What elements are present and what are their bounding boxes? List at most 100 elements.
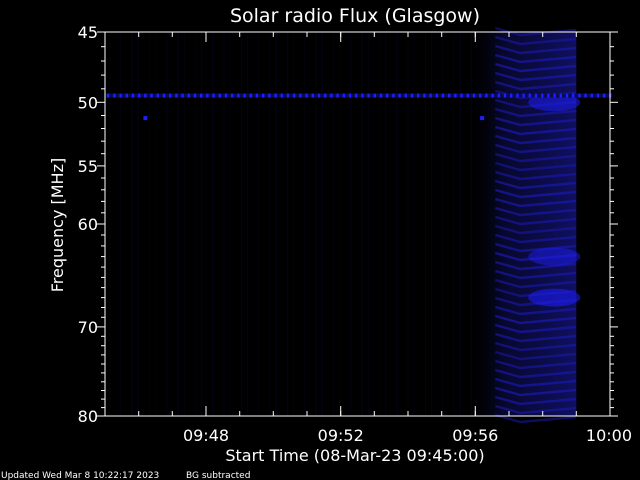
burst-streak bbox=[494, 413, 577, 424]
background-streak bbox=[131, 32, 133, 416]
rfi-dot bbox=[150, 93, 153, 98]
rfi-dot bbox=[144, 93, 147, 98]
background-streak bbox=[413, 32, 415, 416]
burst-streak bbox=[494, 251, 577, 262]
burst-streak bbox=[494, 71, 577, 82]
rfi-dot bbox=[324, 93, 327, 98]
rfi-dot bbox=[355, 93, 358, 98]
rfi-dot bbox=[305, 93, 308, 98]
rfi-dot bbox=[386, 93, 389, 98]
burst-patch bbox=[528, 288, 581, 307]
background-streak bbox=[177, 32, 179, 416]
burst-streak bbox=[494, 386, 577, 397]
background-streak bbox=[229, 32, 231, 416]
burst-streak bbox=[494, 62, 577, 73]
rfi-dot bbox=[193, 93, 197, 98]
rfi-dot bbox=[200, 93, 203, 98]
rfi-dot bbox=[317, 93, 321, 98]
rfi-dot bbox=[491, 93, 494, 98]
burst-streak bbox=[494, 278, 577, 289]
rfi-dot bbox=[528, 93, 531, 98]
rfi-dot bbox=[435, 93, 438, 98]
background-streak bbox=[201, 32, 203, 416]
rfi-dot bbox=[113, 93, 116, 98]
background-streak bbox=[148, 32, 150, 416]
rfi-dot bbox=[206, 93, 209, 98]
background-streak bbox=[166, 32, 168, 416]
burst-streak bbox=[494, 116, 577, 127]
rfi-dot bbox=[516, 93, 519, 98]
rfi-dot bbox=[274, 93, 277, 98]
rfi-dot bbox=[522, 93, 525, 98]
burst-patch bbox=[528, 247, 581, 266]
burst-streak bbox=[494, 161, 577, 172]
burst-streak bbox=[494, 152, 577, 163]
burst-streak bbox=[494, 242, 577, 253]
rfi-band-base bbox=[105, 93, 610, 98]
rfi-dot bbox=[286, 93, 290, 98]
y-tick-label: 70 bbox=[78, 318, 98, 337]
burst-streak bbox=[494, 53, 577, 64]
rfi-dot bbox=[379, 93, 383, 98]
y-tick-label: 60 bbox=[78, 215, 98, 234]
x-axis-label: Start Time (08-Mar-23 09:45:00) bbox=[225, 446, 484, 465]
burst-streak bbox=[494, 179, 577, 190]
rfi-dot bbox=[119, 93, 122, 98]
rfi-dot bbox=[454, 93, 457, 98]
rfi-dot bbox=[510, 93, 513, 98]
background-streak bbox=[315, 32, 317, 416]
rfi-dot bbox=[559, 93, 562, 98]
burst-streak bbox=[494, 143, 577, 154]
y-tick-label: 50 bbox=[78, 93, 98, 112]
background-streak bbox=[293, 32, 295, 416]
burst-streak bbox=[494, 260, 577, 271]
rfi-dot bbox=[541, 93, 544, 98]
x-tick-label: 09:56 bbox=[452, 426, 498, 445]
rfi-dot bbox=[231, 93, 234, 98]
rfi-dot bbox=[131, 93, 135, 98]
burst-streak bbox=[494, 215, 577, 226]
background-streak bbox=[367, 32, 369, 416]
burst-streak bbox=[494, 125, 577, 136]
background-streak bbox=[109, 32, 111, 416]
burst-streak bbox=[494, 197, 577, 208]
rfi-dot bbox=[441, 93, 445, 98]
background-streak bbox=[194, 32, 196, 416]
rfi-dot bbox=[460, 93, 463, 98]
rfi-dot bbox=[429, 93, 432, 98]
rfi-dot bbox=[417, 93, 420, 98]
rfi-dot bbox=[578, 93, 581, 98]
rfi-dot bbox=[590, 93, 593, 98]
burst-streak bbox=[494, 170, 577, 181]
background-streak bbox=[223, 32, 225, 416]
y-tick-label: 55 bbox=[78, 157, 98, 176]
background-streak bbox=[361, 32, 363, 416]
burst-streak bbox=[494, 359, 577, 370]
burst-streak bbox=[494, 188, 577, 199]
rfi-dot bbox=[237, 93, 240, 98]
background-streak bbox=[269, 32, 271, 416]
background-streak bbox=[459, 32, 461, 416]
rfi-dot bbox=[404, 93, 407, 98]
rfi-dot bbox=[224, 93, 228, 98]
background-streak bbox=[431, 32, 433, 416]
rfi-dot bbox=[262, 93, 265, 98]
burst-streak bbox=[494, 206, 577, 217]
rfi-dot bbox=[398, 93, 401, 98]
rfi-dot bbox=[485, 93, 488, 98]
rfi-dot bbox=[367, 93, 370, 98]
rfi-dot bbox=[497, 93, 500, 98]
rfi-dot bbox=[361, 93, 364, 98]
burst-streak bbox=[494, 107, 577, 118]
data-points bbox=[143, 116, 485, 121]
rfi-dot bbox=[107, 93, 110, 98]
rfi-dot bbox=[466, 93, 469, 98]
rfi-dot bbox=[212, 93, 215, 98]
background-streak bbox=[183, 32, 185, 416]
rfi-dot bbox=[187, 93, 190, 98]
burst-streak bbox=[494, 395, 577, 406]
rfi-dot bbox=[392, 93, 395, 98]
x-tick-label: 10:00 bbox=[586, 426, 632, 445]
rfi-dot bbox=[572, 93, 575, 98]
